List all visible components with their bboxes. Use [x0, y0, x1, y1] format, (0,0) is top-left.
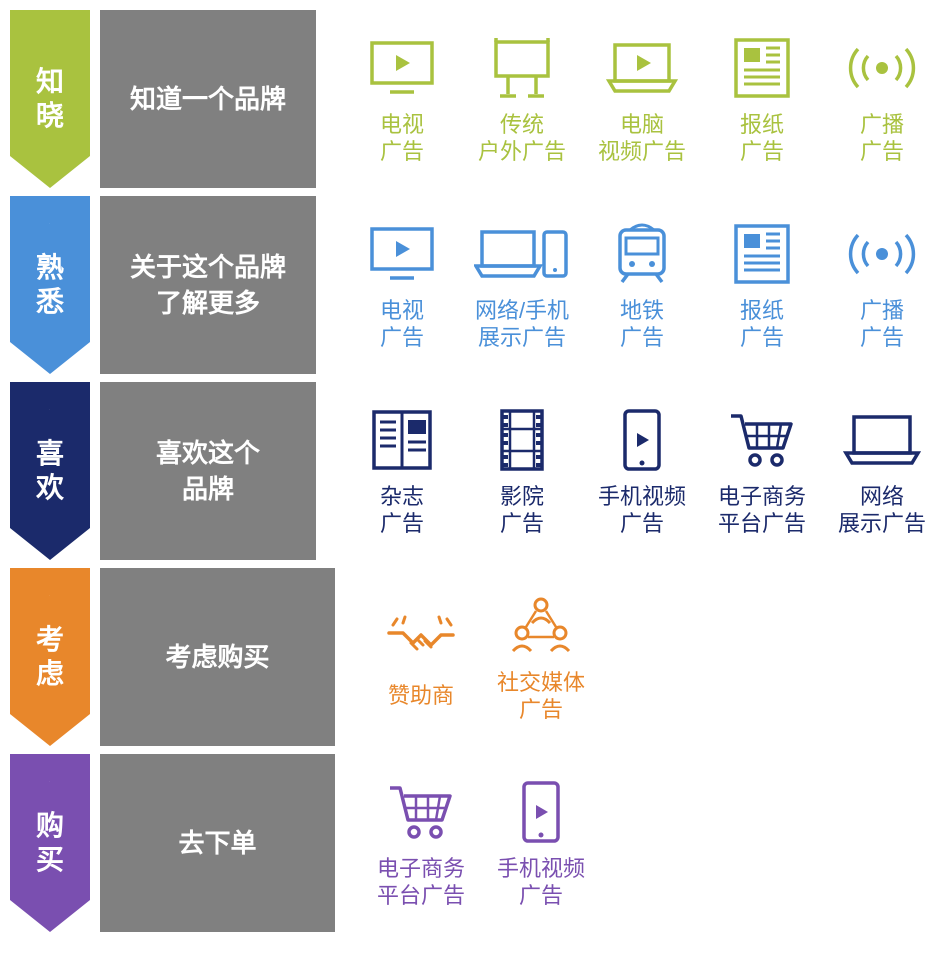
stage-row-consideration: 考虑考虑购买 赞助商 社交媒体 广告 [10, 568, 942, 746]
channel-label: 手机视频 广告 [598, 483, 686, 538]
channel-label: 报纸 广告 [740, 111, 784, 166]
magazine-icon [370, 405, 434, 475]
stage-description: 知道一个品牌 [100, 10, 316, 188]
channel-item: 手机视频 广告 [582, 405, 702, 538]
phone-play-icon [520, 777, 562, 847]
channel-item: 报纸 广告 [702, 219, 822, 352]
channel-label: 手机视频 广告 [497, 855, 585, 910]
stage-description: 考虑购买 [100, 568, 335, 746]
channel-label: 传统 户外广告 [478, 111, 566, 166]
stage-row-familiarity: 熟悉关于这个品牌 了解更多 电视 广告 网络/手机 展示广告 地铁 广告 [10, 196, 942, 374]
stage-chevron: 喜欢 [10, 382, 90, 560]
newspaper-icon [732, 219, 792, 289]
stage-label-char: 熟 [36, 251, 64, 285]
channel-item: 报纸 广告 [702, 33, 822, 166]
metro-icon [610, 219, 674, 289]
channel-label: 电子商务 平台广告 [718, 483, 806, 538]
channel-label: 电视 广告 [380, 297, 424, 352]
channel-label: 电子商务 平台广告 [377, 855, 465, 910]
social-icon [506, 591, 576, 661]
stage-label-char: 买 [36, 843, 64, 877]
stage-label-char: 喜 [36, 437, 64, 471]
stage-description: 喜欢这个 品牌 [100, 382, 316, 560]
channel-label: 杂志 广告 [380, 483, 424, 538]
channel-label: 广播 广告 [860, 297, 904, 352]
stage-label-char: 知 [36, 65, 64, 99]
channel-item: 地铁 广告 [582, 219, 702, 352]
channel-item: 影院 广告 [462, 405, 582, 538]
tv-icon [366, 219, 438, 289]
channel-item: 电视 广告 [342, 33, 462, 166]
handshake-icon [383, 604, 459, 674]
laptop-phone-icon [474, 219, 570, 289]
channel-label: 网络 展示广告 [838, 483, 926, 538]
channels-list: 电视 广告 传统 户外广告 电脑 视频广告 [316, 10, 942, 188]
film-icon [498, 405, 546, 475]
channel-item: 网络 展示广告 [822, 405, 942, 538]
channel-item: 传统 户外广告 [462, 33, 582, 166]
chevron-column: 喜欢 [10, 382, 90, 560]
channels-list: 赞助商 社交媒体 广告 [335, 568, 942, 746]
channel-label: 电脑 视频广告 [598, 111, 686, 166]
stage-label-char: 欢 [36, 471, 64, 505]
channel-label: 社交媒体 广告 [497, 669, 585, 724]
channels-list: 杂志 广告 影院 广告 手机视频 广告 [316, 382, 942, 560]
stage-label: 喜欢 [36, 437, 64, 504]
phone-play-icon [621, 405, 663, 475]
stage-chevron: 熟悉 [10, 196, 90, 374]
chevron-column: 熟悉 [10, 196, 90, 374]
channel-item: 社交媒体 广告 [481, 591, 601, 724]
cart-icon [386, 777, 456, 847]
channel-item: 杂志 广告 [342, 405, 462, 538]
stage-label-char: 购 [36, 809, 64, 843]
stage-row-awareness: 知晓知道一个品牌 电视 广告 传统 户外广告 电脑 视频广告 [10, 10, 942, 188]
channels-list: 电视 广告 网络/手机 展示广告 地铁 广告 [316, 196, 942, 374]
channel-item: 电视 广告 [342, 219, 462, 352]
stage-description: 去下单 [100, 754, 335, 932]
stage-chevron: 购买 [10, 754, 90, 932]
stage-label: 考虑 [36, 623, 64, 690]
channel-label: 地铁 广告 [620, 297, 664, 352]
channel-label: 影院 广告 [500, 483, 544, 538]
stage-description: 关于这个品牌 了解更多 [100, 196, 316, 374]
stage-label-char: 悉 [36, 285, 64, 319]
channel-item: 电脑 视频广告 [582, 33, 702, 166]
chevron-column: 购买 [10, 754, 90, 932]
channel-item: 广播 广告 [822, 33, 942, 166]
billboard-icon [486, 33, 558, 103]
funnel-infographic: 知晓知道一个品牌 电视 广告 传统 户外广告 电脑 视频广告 [10, 10, 942, 932]
cart-icon [727, 405, 797, 475]
channel-label: 报纸 广告 [740, 297, 784, 352]
channel-item: 手机视频 广告 [481, 777, 601, 910]
channel-item: 电子商务 平台广告 [361, 777, 481, 910]
radio-icon [844, 219, 920, 289]
laptop-play-icon [603, 33, 681, 103]
stage-label-char: 考 [36, 623, 64, 657]
channel-item: 网络/手机 展示广告 [462, 219, 582, 352]
laptop-icon [840, 405, 924, 475]
stage-row-liking: 喜欢喜欢这个 品牌 杂志 广告 [10, 382, 942, 560]
stage-label: 知晓 [36, 65, 64, 132]
channel-item: 电子商务 平台广告 [702, 405, 822, 538]
channel-label: 赞助商 [388, 682, 454, 710]
channel-item: 赞助商 [361, 604, 481, 710]
channel-label: 网络/手机 展示广告 [475, 297, 569, 352]
stage-chevron: 知晓 [10, 10, 90, 188]
newspaper-icon [732, 33, 792, 103]
stage-label-char: 晓 [36, 99, 64, 133]
tv-icon [366, 33, 438, 103]
channel-item: 广播 广告 [822, 219, 942, 352]
stage-label: 熟悉 [36, 251, 64, 318]
chevron-column: 知晓 [10, 10, 90, 188]
stage-chevron: 考虑 [10, 568, 90, 746]
stage-label-char: 虑 [36, 657, 64, 691]
radio-icon [844, 33, 920, 103]
stage-row-purchase: 购买去下单 电子商务 平台广告 手机视频 广告 [10, 754, 942, 932]
channel-label: 广播 广告 [860, 111, 904, 166]
channel-label: 电视 广告 [380, 111, 424, 166]
chevron-column: 考虑 [10, 568, 90, 746]
channels-list: 电子商务 平台广告 手机视频 广告 [335, 754, 942, 932]
stage-label: 购买 [36, 809, 64, 876]
